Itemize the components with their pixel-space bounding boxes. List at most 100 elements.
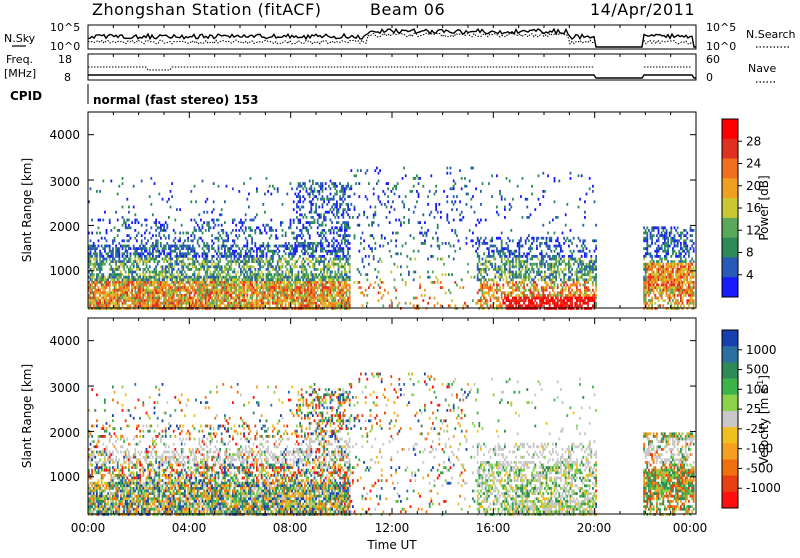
heatmap-cell [501,273,503,276]
heatmap-cell [331,302,333,305]
heatmap-cell [251,247,253,250]
heatmap-cell [296,226,298,229]
heatmap-cell [141,180,143,183]
heatmap-cell [339,284,341,287]
heatmap-cell [91,276,93,279]
heatmap-cell [501,198,503,201]
heatmap-cell [219,284,221,287]
heatmap-cell [520,263,522,266]
heatmap-cell [290,221,292,224]
heatmap-cell [160,265,162,268]
heatmap-cell [341,297,343,300]
heatmap-cell [323,216,325,219]
heatmap-cell [302,289,304,292]
heatmap-cell [304,242,306,245]
heatmap-cell [171,195,173,198]
heatmap-cell [104,286,106,289]
heatmap-cell [190,190,192,193]
heatmap-cell [501,291,503,294]
heatmap-cell [106,286,108,289]
heatmap-cell [190,299,192,302]
heatmap-cell [307,289,309,292]
heatmap-cell [142,286,144,289]
heatmap-cell [107,278,109,281]
heatmap-cell [558,294,560,297]
heatmap-cell [259,268,261,271]
heatmap-cell [531,263,533,266]
heatmap-cell [198,213,200,216]
heatmap-cell [210,271,212,274]
heatmap-cell [426,232,428,235]
heatmap-cell [109,247,111,250]
heatmap-cell [325,250,327,253]
heatmap-cell [301,206,303,209]
heatmap-cell [301,268,303,271]
heatmap-cell [344,291,346,294]
heatmap-cell [322,232,324,235]
heatmap-cell [544,278,546,281]
heatmap-cell [469,180,471,183]
heatmap-cell [250,284,252,287]
heatmap-cell [326,203,328,206]
heatmap-cell [106,239,108,242]
heatmap-cell [320,247,322,250]
heatmap-cell [341,198,343,201]
heatmap-cell [339,289,341,292]
heatmap-cell [99,252,101,255]
heatmap-cell [243,299,245,302]
heatmap-cell [499,289,501,292]
heatmap-cell [334,286,336,289]
heatmap-cell [320,302,322,305]
heatmap-cell [493,281,495,284]
heatmap-cell [552,276,554,279]
heatmap-cell [526,252,528,255]
heatmap-cell [547,297,549,300]
heatmap-cell [328,198,330,201]
heatmap-cell [322,206,324,209]
heatmap-cell [285,299,287,302]
heatmap-cell [203,245,205,248]
heatmap-cell [211,263,213,266]
heatmap-cell [402,177,404,180]
heatmap-cell [525,299,527,302]
heatmap-cell [496,291,498,294]
heatmap-cell [378,260,380,263]
heatmap-cell [293,255,295,258]
heatmap-cell [152,302,154,305]
heatmap-cell [122,216,124,219]
heatmap-cell [518,263,520,266]
heatmap-cell [230,245,232,248]
heatmap-cell [541,260,543,263]
heatmap-cell [94,281,96,284]
heatmap-cell [378,172,380,175]
heatmap-cell [96,297,98,300]
heatmap-cell [214,224,216,227]
heatmap-cell [302,302,304,305]
heatmap-cell [339,198,341,201]
heatmap-cell [222,297,224,300]
heatmap-cell [293,200,295,203]
heatmap-cell [328,299,330,302]
heatmap-cell [554,271,556,274]
heatmap-cell [152,304,154,307]
heatmap-cell [534,289,536,292]
heatmap-cell [128,211,130,214]
heatmap-cell [560,250,562,253]
heatmap-cell [483,252,485,255]
heatmap-cell [333,260,335,263]
heatmap-cell [157,245,159,248]
heatmap-cell [200,265,202,268]
heatmap-cell [347,278,349,281]
heatmap-cell [256,250,258,253]
heatmap-cell [496,304,498,307]
heatmap-cell [334,187,336,190]
heatmap-cell [315,203,317,206]
heatmap-cell [408,271,410,274]
heatmap-cell [518,273,520,276]
heatmap-cell [302,224,304,227]
heatmap-cell [238,291,240,294]
heatmap-cell [154,281,156,284]
heatmap-cell [373,213,375,216]
heatmap-cell [238,263,240,266]
heatmap-cell [486,286,488,289]
